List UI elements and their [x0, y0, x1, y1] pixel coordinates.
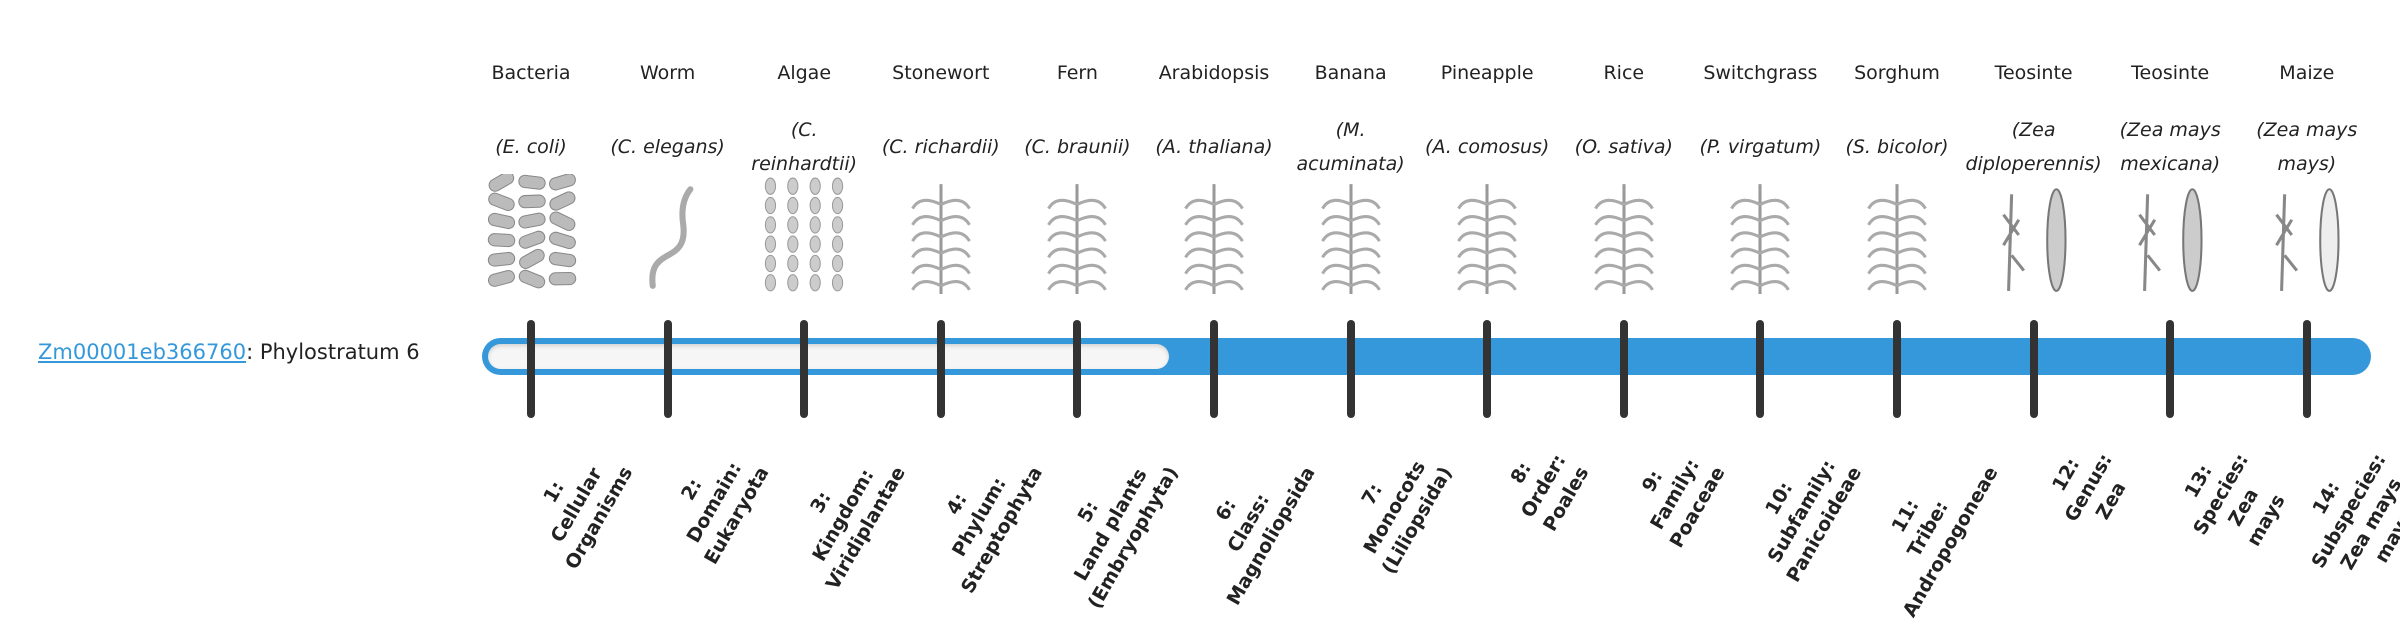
- phylostratum-text: : Phylostratum 6: [246, 340, 420, 364]
- worm-icon: [600, 174, 736, 296]
- stratum-tick[interactable]: [2166, 320, 2175, 418]
- organism-common-name: Arabidopsis: [1158, 62, 1270, 84]
- scientific-text: (A. thaliana): [1155, 136, 1273, 158]
- bacteria-icon: [463, 171, 599, 296]
- stratum-label-text: 13: Species: Zea mays: [2165, 436, 2300, 566]
- organism-common-name: Algae: [777, 62, 832, 84]
- stratum-label-text: 3: Kingdom: Viridiplantae: [775, 436, 912, 595]
- gene-label: Zm00001eb366760: Phylostratum 6: [38, 340, 420, 364]
- scientific-text: (P. virgatum): [1699, 136, 1822, 158]
- organism-common-name: Rice: [1603, 62, 1645, 84]
- arabidopsis-icon: [1146, 174, 1282, 296]
- stratum-label-text: 8: Order: Poales: [1492, 436, 1595, 536]
- organism-scientific-name: (C. elegans): [600, 112, 736, 182]
- organism-scientific-name: (Zea mays mexicana): [2102, 112, 2238, 182]
- organism-scientific-name: (S. bicolor): [1829, 112, 1965, 182]
- organism-common-name: Stonewort: [892, 62, 990, 84]
- scientific-text: (E. coli): [495, 136, 567, 158]
- stratum-label-text: 10: Subfamily: Panicoideae: [1736, 436, 1868, 587]
- scientific-text: (A. comosus): [1425, 136, 1550, 158]
- stratum-tick[interactable]: [1210, 320, 1218, 418]
- stratum-tick[interactable]: [1483, 320, 1492, 418]
- pineapple-icon: [1419, 174, 1555, 296]
- stratum-tick[interactable]: [1756, 320, 1765, 418]
- scientific-text: (C. richardii): [881, 136, 1000, 158]
- scientific-text: (M. acuminata): [1296, 119, 1405, 175]
- scientific-text: (C. braunii): [1024, 136, 1131, 158]
- stratum-label-text: 6: Class: Magnoliopsida: [1176, 436, 1321, 610]
- stratum-label-text: 12: Genus: Zea: [2036, 436, 2141, 539]
- fern-icon: [1009, 174, 1145, 296]
- switchgrass-icon: [1692, 174, 1828, 296]
- stratum-label-text: 9: Family: Poaceae: [1619, 436, 1731, 553]
- banana-icon: [1283, 174, 1419, 296]
- stratum-tick[interactable]: [663, 320, 672, 418]
- bar-unfilled: [488, 344, 1169, 369]
- scientific-text: (S. bicolor): [1845, 136, 1949, 158]
- stratum-tick[interactable]: [800, 320, 809, 418]
- organism-common-name: Banana: [1314, 62, 1387, 84]
- stratum-tick[interactable]: [1893, 320, 1901, 418]
- organism-scientific-name: (Zea mays mays): [2239, 112, 2375, 182]
- algae-icon: [736, 174, 872, 296]
- organism-common-name: Fern: [1056, 62, 1098, 84]
- scientific-text: (C. elegans): [610, 136, 725, 158]
- scientific-text: (O. sativa): [1574, 136, 1673, 158]
- stratum-tick[interactable]: [527, 320, 535, 418]
- maize-icon: [2239, 174, 2375, 296]
- organism-scientific-name: (Zea diploperennis): [1965, 112, 2102, 182]
- scientific-text: (Zea mays mays): [2256, 119, 2358, 175]
- organism-scientific-name: (C. braunii): [1009, 112, 1145, 182]
- teosinte-icon: [2102, 174, 2238, 296]
- organism-common-name: Maize: [2279, 62, 2335, 84]
- sorghum-icon: [1829, 174, 1965, 296]
- stratum-tick[interactable]: [936, 320, 945, 418]
- stratum-tick[interactable]: [2302, 320, 2311, 418]
- rice-icon: [1556, 174, 1692, 296]
- phylostratum-bar: [482, 338, 2371, 375]
- organism-scientific-name: (M. acuminata): [1283, 112, 1419, 182]
- stonewort-icon: [873, 174, 1009, 296]
- stratum-label-text: 5: Land plants (Embryophyta): [1037, 436, 1185, 614]
- organism-common-name: Teosinte: [2131, 62, 2210, 84]
- organism-common-name: Bacteria: [491, 62, 571, 84]
- organism-scientific-name: (C. reinhardtii): [736, 112, 872, 182]
- organism-scientific-name: (A. thaliana): [1146, 112, 1282, 182]
- stratum-label-text: 7: Monocots (Liliopsida): [1331, 436, 1459, 579]
- scientific-text: (Zea diploperennis): [1965, 119, 2102, 175]
- organism-scientific-name: (P. virgatum): [1692, 112, 1828, 182]
- organism-common-name: Sorghum: [1854, 62, 1940, 84]
- stratum-tick[interactable]: [1346, 320, 1355, 418]
- organism-common-name: Worm: [639, 62, 696, 84]
- stratum-label-text: 14: Subspecies: Zea mays mays: [2283, 436, 2400, 599]
- stratum-tick[interactable]: [1619, 320, 1628, 418]
- stratum-tick[interactable]: [2029, 320, 2038, 418]
- organism-common-name: Switchgrass: [1703, 62, 1818, 84]
- organism-scientific-name: (E. coli): [463, 112, 599, 182]
- stratum-label-text: 1: Cellular Organisms: [514, 436, 639, 574]
- teosinte-icon: [1966, 174, 2102, 296]
- stratum-tick[interactable]: [1073, 320, 1082, 418]
- scientific-text: (C. reinhardtii): [751, 119, 858, 175]
- scientific-text: (Zea mays mexicana): [2119, 119, 2221, 175]
- organism-common-name: Pineapple: [1440, 62, 1534, 84]
- stratum-label-text: 2: Domain: Eukaryota: [653, 436, 775, 569]
- gene-link[interactable]: Zm00001eb366760: [38, 340, 247, 364]
- organism-scientific-name: (C. richardii): [873, 112, 1009, 182]
- stratum-label-text: 4: Phylum: Streptophyta: [910, 436, 1049, 598]
- stratum-label-text: 11: Tribe: Andropogoneae: [1852, 436, 2004, 622]
- organism-scientific-name: (O. sativa): [1556, 112, 1692, 182]
- organism-common-name: Teosinte: [1994, 62, 2073, 84]
- organism-scientific-name: (A. comosus): [1419, 112, 1555, 182]
